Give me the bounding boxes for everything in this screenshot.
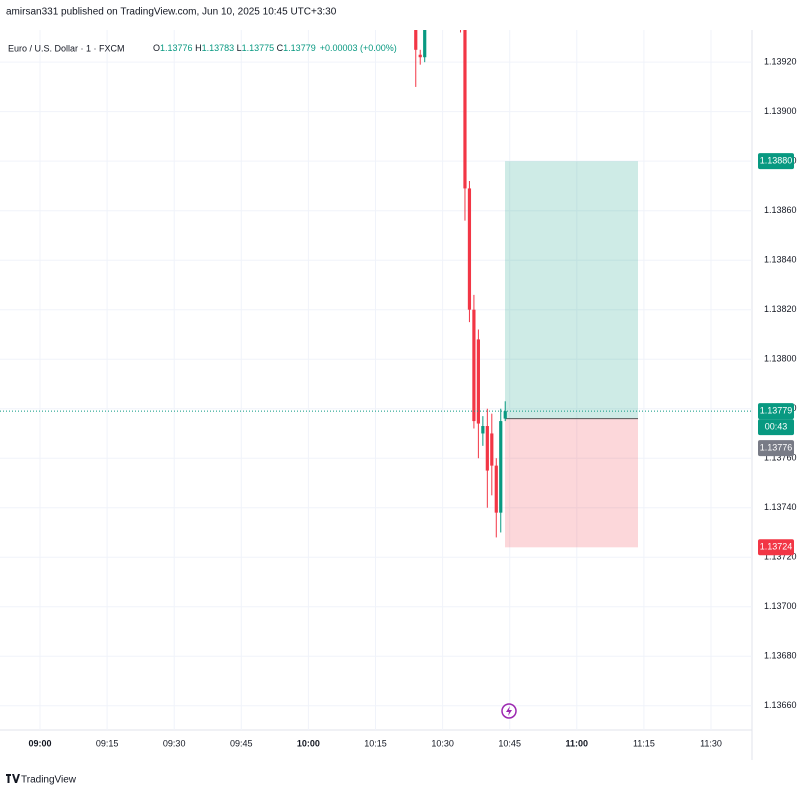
y-tick-label: 1.13660 (764, 700, 797, 710)
x-tick-label: 09:00 (28, 738, 51, 748)
candle-body (485, 426, 489, 471)
candle-body (481, 426, 485, 434)
entry-tag-bg (758, 440, 794, 457)
grid: 1.139201.139001.138801.138601.138401.138… (0, 30, 797, 748)
candle-body (463, 30, 467, 189)
x-tick-label: 10:00 (297, 738, 320, 748)
stop-tag: 1.13724 (760, 542, 793, 552)
countdown-tag: 00:43 (765, 422, 788, 432)
candles (414, 0, 507, 538)
candle-body (476, 339, 480, 424)
countdown-tag-bg (758, 419, 794, 436)
candle-body (414, 30, 418, 50)
marks (0, 0, 752, 548)
x-tick-label: 10:30 (431, 738, 454, 748)
candle-body (459, 0, 462, 25)
x-tick-label: 11:00 (566, 738, 589, 748)
y-tick-label: 1.13740 (764, 502, 797, 512)
target-zone (505, 161, 638, 419)
entry-tag: 1.13776 (760, 443, 793, 453)
stop-tag-bg (758, 539, 794, 556)
x-tick-label: 09:30 (163, 738, 186, 748)
y-tick-label: 1.13760 (764, 453, 797, 463)
y-tick-label: 1.13860 (764, 205, 797, 215)
current-price-tag-bg (758, 403, 794, 420)
x-tick-label: 10:45 (498, 738, 521, 748)
x-tick-label: 11:30 (700, 738, 722, 748)
target-tag: 1.13880 (760, 156, 793, 166)
current-price-tag: 1.13779 (760, 406, 793, 416)
y-tick-label: 1.13900 (764, 106, 797, 116)
y-tick-label: 1.13700 (764, 601, 797, 611)
y-tick-label: 1.13840 (764, 255, 797, 265)
y-tick-label: 1.13820 (764, 304, 797, 314)
logo: TradingView (6, 774, 77, 786)
low: 1.13775 (242, 43, 275, 53)
high: 1.13783 (202, 43, 235, 53)
candle-body (490, 433, 494, 466)
price-tags: 1.13880 1.13724 1.13779 00:43 1.13776 (758, 153, 794, 556)
target-tag-bg (758, 153, 794, 170)
alert-icon (501, 703, 517, 719)
close: 1.13779 (283, 43, 316, 53)
header: amirsan331 published on TradingView.com,… (6, 7, 337, 18)
y-tick-label: 1.13720 (764, 552, 797, 562)
stop-zone (505, 418, 638, 548)
candle-body (418, 54, 422, 58)
x-tick-label: 10:15 (364, 738, 387, 748)
candle-body (499, 421, 503, 513)
x-tick-label: 09:45 (230, 738, 253, 748)
open: 1.13776 (160, 43, 193, 53)
y-tick-label: 1.13800 (764, 354, 797, 364)
candle-body (503, 411, 507, 419)
x-tick-label: 11:15 (633, 738, 655, 748)
x-tick-label: 09:15 (96, 738, 119, 748)
footer: TradingView (21, 775, 77, 786)
candle-body (472, 309, 476, 422)
change: +0.00003 (+0.00%) (320, 43, 397, 53)
y-tick-label: 1.13680 (764, 651, 797, 661)
legend-title: Euro / U.S. Dollar · 1 · FXCM (8, 43, 125, 53)
legend-ohlc: O1.13776 H1.13783 L1.13775 C1.13779 +0.00… (153, 43, 397, 53)
y-tick-label: 1.13920 (764, 57, 797, 67)
candle-body (423, 30, 427, 58)
legend: Euro / U.S. Dollar · 1 · FXCM O1.13776 H… (8, 43, 397, 53)
candle-body (494, 465, 498, 513)
candle-body (467, 188, 472, 310)
